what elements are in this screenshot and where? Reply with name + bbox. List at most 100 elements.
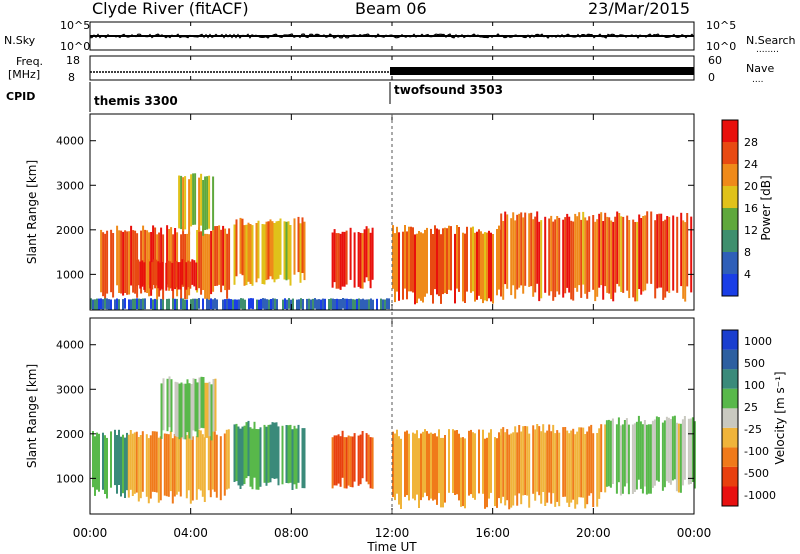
velocity-colorbar: 1000 500 100 25 -25 -100 -500 -1000 Velocity [m… [721, 329, 787, 507]
power-echo-strip [384, 299, 386, 310]
velocity-echo-strip [104, 435, 106, 494]
velocity-echo-strip [412, 432, 414, 499]
power-echo-strip [406, 231, 408, 300]
power-echo-strip [270, 299, 272, 310]
power-echo-strip [134, 298, 136, 310]
velocity-echo-strip [580, 427, 583, 498]
velocity-echo-strip [192, 378, 195, 431]
velocity-y-axis: 1000 2000 3000 4000 [56, 339, 694, 485]
power-echo-strip [228, 298, 230, 310]
velocity-echo-strip [249, 427, 252, 487]
velocity-echo-strip [162, 378, 165, 431]
power-echo-strip [238, 299, 240, 310]
power-echo-strip [161, 262, 164, 290]
power-echo-strip [146, 230, 149, 293]
power-echo-strip [154, 227, 157, 289]
power-echo-strip [106, 298, 108, 310]
power-echo-strip [424, 229, 426, 297]
power-echo-strip [182, 226, 185, 287]
power-echo-strip [566, 213, 569, 288]
power-echo-strip [359, 232, 362, 289]
power-echo-strip [230, 299, 232, 310]
velocity-colorbar-tick: 100 [744, 379, 765, 392]
velocity-echo-strip [518, 425, 521, 494]
power-echo-strip [365, 226, 368, 278]
power-echo-strip [434, 225, 436, 290]
velocity-echo-strip [677, 423, 680, 493]
velocity-echo-strip [303, 428, 306, 489]
velocity-echo-strip [127, 434, 130, 498]
velocity-echo-strip [349, 436, 352, 487]
power-panel: 1000 2000 3000 4000 Slant Range [km] [25, 113, 695, 311]
time-tick-label: 00:00 [73, 526, 108, 540]
velocity-echo-strip [179, 434, 182, 497]
power-echo-strip [299, 223, 302, 283]
power-echo-strip [416, 233, 418, 304]
power-echo-strip [478, 229, 480, 296]
power-echo-strip [458, 227, 460, 292]
velocity-echo-strip [335, 435, 338, 486]
power-colorbar: 4 8 12 16 20 24 28 Power [dB] [721, 119, 773, 297]
velocity-echo-strip [293, 425, 296, 485]
velocity-echo-strip [524, 426, 527, 495]
date-title: 23/Mar/2015 [588, 0, 690, 18]
power-echo-strip [682, 220, 685, 299]
power-echo-strip [196, 298, 198, 310]
power-echo-strip [632, 219, 635, 298]
power-echo-strip [488, 230, 490, 299]
velocity-colorbar-tick: -500 [744, 467, 769, 480]
velocity-echo-strip [669, 419, 672, 485]
velocity-echo-strip [526, 426, 529, 496]
velocity-echo-strip [175, 432, 178, 495]
power-echo-strip [594, 221, 597, 302]
velocity-echo-strip [203, 437, 206, 502]
power-echo-strip [328, 299, 330, 310]
power-echo-strip [174, 298, 176, 310]
velocity-echo-strip [369, 437, 372, 489]
velocity-echo-strip [94, 436, 96, 496]
velocity-echo-strip [163, 433, 166, 496]
velocity-echo-strip [178, 383, 181, 440]
velocity-echo-strip [345, 437, 348, 489]
velocity-echo-strip [191, 436, 194, 501]
velocity-echo-strip [550, 431, 553, 504]
power-echo-strip [271, 221, 274, 280]
power-echo-strip [142, 298, 144, 310]
freq-tick-low: 8 [68, 71, 75, 84]
power-echo-strip [144, 229, 147, 293]
power-echo-strip [626, 215, 629, 291]
time-axis: 00:00 04:00 08:00 12:00 16:00 20:00 00:00 [73, 22, 711, 540]
velocity-echo-strip [520, 431, 523, 505]
velocity-echo-strip [239, 428, 242, 489]
velocity-echo-strip [212, 379, 215, 432]
station-title: Clyde River (fitACF) [92, 0, 249, 18]
power-echo-strip [592, 215, 595, 290]
power-echo-strip [466, 226, 468, 292]
power-echo-strip [686, 213, 689, 287]
velocity-echo-strip [625, 418, 628, 484]
velocity-echo-strip [165, 433, 168, 497]
velocity-echo-strip [333, 435, 336, 486]
power-echo-strip [198, 177, 201, 232]
power-echo-strip [636, 221, 639, 302]
power-echo-strip [484, 232, 486, 301]
power-echo-strip [664, 219, 667, 298]
velocity-colorbar-segment [722, 427, 738, 448]
power-echo-strip [233, 224, 236, 285]
velocity-echo-strip [371, 437, 374, 489]
velocity-echo-strip [416, 430, 418, 495]
power-echo-strip [277, 220, 280, 279]
velocity-echo-strip [357, 435, 360, 486]
power-echo-strip [588, 216, 591, 292]
power-echo-strip [104, 233, 107, 299]
power-echo-strip [622, 216, 625, 293]
power-echo-strip [152, 225, 155, 285]
beam-title: Beam 06 [355, 0, 427, 18]
power-echo-strip [297, 216, 300, 273]
velocity-echo-strip [184, 383, 187, 440]
power-echo-strip [354, 299, 356, 310]
power-echo-strip [134, 230, 137, 294]
velocity-echo-strip [647, 424, 650, 494]
power-colorbar-segment [722, 252, 738, 275]
power-echo-strip [360, 299, 362, 310]
